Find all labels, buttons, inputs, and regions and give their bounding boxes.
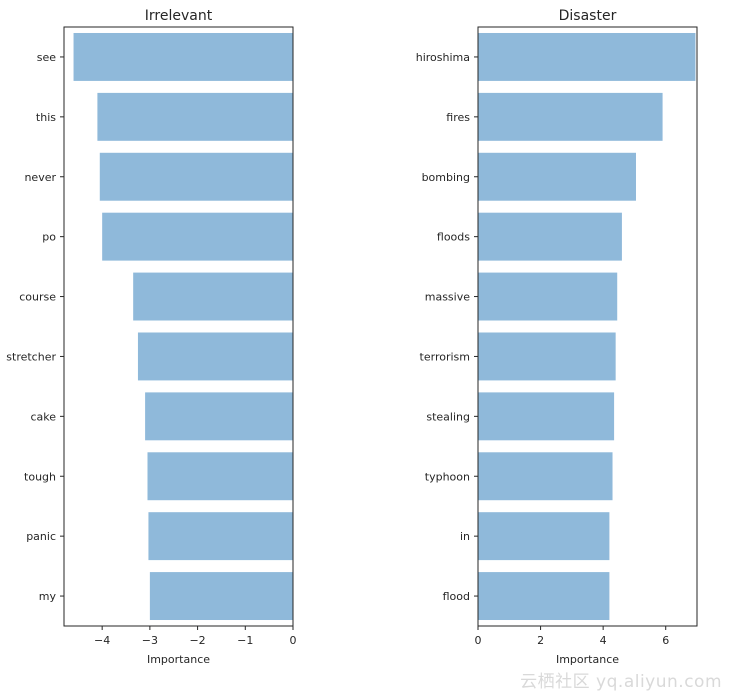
bar-terrorism [478, 332, 616, 381]
bar-cake [145, 392, 293, 441]
chart-title: Irrelevant [145, 8, 213, 24]
xtick-label: 0 [290, 634, 297, 647]
category-label: bombing [422, 171, 470, 184]
category-label: course [19, 291, 56, 304]
xtick-label: −4 [94, 634, 110, 647]
bar-po [102, 212, 294, 261]
bar-typhoon [478, 452, 613, 501]
bar-floods [478, 212, 622, 261]
bar-never [99, 152, 293, 201]
category-label: tough [24, 470, 56, 483]
bar-flood [478, 572, 610, 621]
bar-stretcher [137, 332, 293, 381]
bar-this [97, 92, 293, 141]
chart-title: Disaster [559, 8, 617, 24]
category-label: cake [30, 410, 56, 423]
category-label: terrorism [420, 350, 470, 363]
bar-stealing [478, 392, 615, 441]
bar-fires [478, 92, 663, 141]
category-label: never [24, 171, 56, 184]
xtick-label: 2 [537, 634, 544, 647]
category-label: my [39, 590, 57, 603]
bar-panic [148, 512, 293, 561]
x-axis-label: Importance [147, 653, 210, 666]
bar-tough [147, 452, 293, 501]
xtick-label: 0 [475, 634, 482, 647]
xtick-label: −1 [237, 634, 253, 647]
bar-course [133, 272, 293, 321]
bar-hiroshima [478, 32, 696, 81]
category-label: massive [425, 291, 470, 304]
bar-see [73, 32, 294, 81]
category-label: stealing [426, 410, 470, 423]
category-label: in [460, 530, 470, 543]
category-label: hiroshima [416, 51, 470, 64]
x-axis-label: Importance [556, 653, 619, 666]
xtick-label: 6 [662, 634, 669, 647]
axes-frame [63, 26, 294, 627]
category-label: see [37, 51, 56, 64]
xtick-label: −2 [189, 634, 205, 647]
watermark: 云栖社区 yq.aliyun.com [520, 672, 722, 692]
category-label: fires [446, 111, 470, 124]
category-label: stretcher [6, 350, 56, 363]
category-label: po [42, 231, 56, 244]
category-label: floods [437, 231, 470, 244]
category-label: this [36, 111, 56, 124]
chart-panel-0: Irrelevant see this never po course stretcher c… [6, 8, 296, 666]
bar-my [149, 572, 293, 621]
xtick-label: −3 [142, 634, 158, 647]
chart-panel-1: Disaster hiroshima fires bombing floods massi… [416, 8, 698, 666]
xtick-label: 4 [600, 634, 607, 647]
category-label: flood [443, 590, 470, 603]
bar-in [478, 512, 610, 561]
axes-frame [477, 26, 698, 627]
bar-massive [478, 272, 618, 321]
category-label: typhoon [425, 470, 470, 483]
category-label: panic [26, 530, 56, 543]
bar-bombing [478, 152, 636, 201]
